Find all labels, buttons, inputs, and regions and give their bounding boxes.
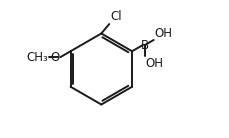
Text: OH: OH <box>144 57 163 70</box>
Text: Cl: Cl <box>109 10 121 23</box>
Text: OH: OH <box>153 26 171 40</box>
Text: B: B <box>140 39 148 52</box>
Text: CH₃: CH₃ <box>26 51 48 63</box>
Text: O: O <box>50 51 59 63</box>
